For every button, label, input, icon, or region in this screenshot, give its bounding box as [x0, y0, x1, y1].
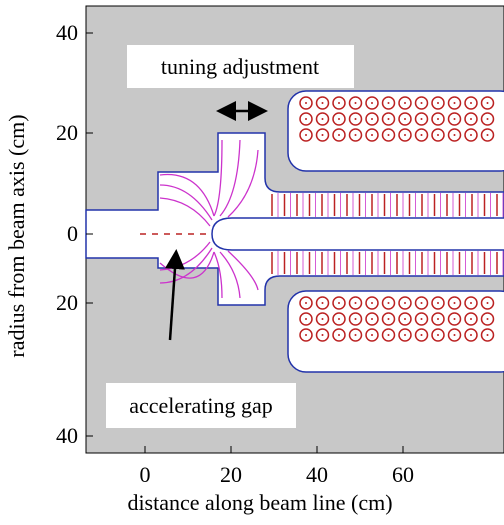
- y-tick-label: 40: [56, 423, 78, 448]
- winding-center: [355, 118, 357, 120]
- winding-center: [355, 302, 357, 304]
- drift-tube: [212, 218, 504, 250]
- winding-center: [338, 102, 340, 104]
- winding-center: [388, 118, 390, 120]
- winding-center: [305, 102, 307, 104]
- winding-center: [388, 334, 390, 336]
- x-tick-label: 20: [220, 462, 242, 487]
- winding-center: [305, 134, 307, 136]
- winding-center: [470, 102, 472, 104]
- winding-center: [454, 102, 456, 104]
- winding-center: [437, 302, 439, 304]
- winding-center: [454, 318, 456, 320]
- winding-center: [470, 302, 472, 304]
- winding-center: [338, 334, 340, 336]
- y-tick-label: 0: [67, 221, 78, 246]
- winding-center: [487, 102, 489, 104]
- winding-center: [322, 334, 324, 336]
- winding-center: [470, 134, 472, 136]
- winding-center: [421, 134, 423, 136]
- winding-center: [437, 318, 439, 320]
- winding-center: [437, 102, 439, 104]
- winding-center: [404, 118, 406, 120]
- winding-center: [305, 318, 307, 320]
- x-axis-label: distance along beam line (cm): [127, 490, 392, 515]
- winding-center: [338, 318, 340, 320]
- winding-center: [322, 134, 324, 136]
- winding-center: [355, 334, 357, 336]
- x-tick-label: 0: [140, 462, 151, 487]
- winding-center: [470, 318, 472, 320]
- x-tick-label: 60: [392, 462, 414, 487]
- y-tick-label: 20: [56, 120, 78, 145]
- x-tick-label: 40: [306, 462, 328, 487]
- winding-center: [487, 334, 489, 336]
- winding-center: [371, 118, 373, 120]
- winding-center: [454, 334, 456, 336]
- winding-center: [322, 102, 324, 104]
- y-tick-label: 40: [56, 20, 78, 45]
- winding-center: [421, 118, 423, 120]
- winding-center: [371, 302, 373, 304]
- winding-center: [371, 102, 373, 104]
- annotation: accelerating gap: [129, 393, 273, 418]
- winding-center: [437, 118, 439, 120]
- winding-center: [421, 334, 423, 336]
- winding-center: [470, 118, 472, 120]
- winding-center: [355, 318, 357, 320]
- winding-center: [487, 302, 489, 304]
- winding-center: [404, 134, 406, 136]
- winding-center: [421, 302, 423, 304]
- winding-center: [355, 134, 357, 136]
- winding-center: [470, 334, 472, 336]
- winding-center: [421, 318, 423, 320]
- winding-center: [404, 318, 406, 320]
- winding-center: [322, 118, 324, 120]
- winding-center: [338, 134, 340, 136]
- winding-center: [322, 318, 324, 320]
- winding-center: [388, 318, 390, 320]
- winding-center: [454, 118, 456, 120]
- winding-center: [388, 102, 390, 104]
- winding-center: [305, 118, 307, 120]
- winding-center: [454, 134, 456, 136]
- winding-center: [437, 134, 439, 136]
- winding-center: [487, 118, 489, 120]
- winding-center: [371, 134, 373, 136]
- winding-center: [404, 334, 406, 336]
- winding-center: [404, 302, 406, 304]
- winding-center: [404, 102, 406, 104]
- winding-center: [487, 318, 489, 320]
- winding-center: [322, 302, 324, 304]
- y-axis-label: radius from beam axis (cm): [4, 114, 29, 357]
- winding-center: [388, 302, 390, 304]
- winding-center: [454, 302, 456, 304]
- winding-center: [437, 334, 439, 336]
- winding-center: [371, 334, 373, 336]
- winding-center: [338, 302, 340, 304]
- annotation: tuning adjustment: [161, 54, 319, 79]
- y-tick-label: 20: [56, 290, 78, 315]
- winding-center: [305, 302, 307, 304]
- winding-center: [305, 334, 307, 336]
- winding-center: [338, 118, 340, 120]
- winding-center: [371, 318, 373, 320]
- winding-center: [487, 134, 489, 136]
- figure: tuning adjustment accelerating gap 0 20 40…: [0, 0, 504, 520]
- winding-center: [421, 102, 423, 104]
- winding-center: [388, 134, 390, 136]
- winding-center: [355, 102, 357, 104]
